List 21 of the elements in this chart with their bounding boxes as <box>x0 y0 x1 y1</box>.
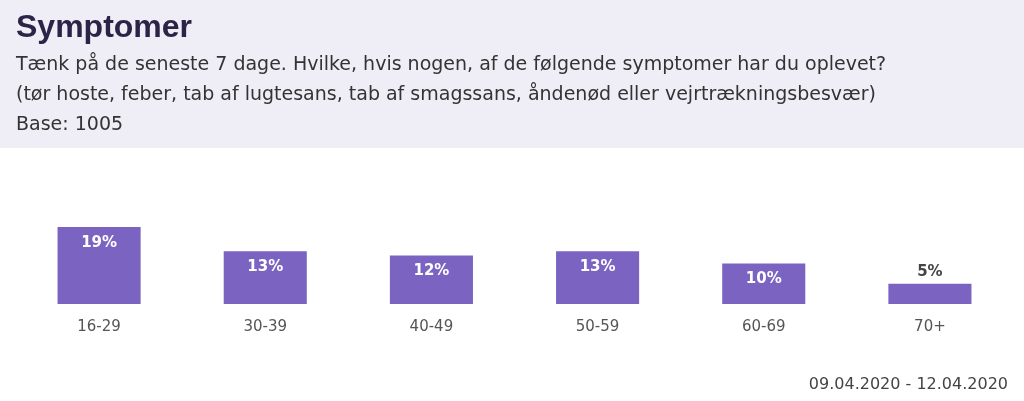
x-tick-label: 50-59 <box>575 316 620 335</box>
x-tick-label: 40-49 <box>409 316 454 335</box>
data-label: 13% <box>247 257 284 276</box>
bar <box>223 251 307 304</box>
bar <box>722 263 806 304</box>
bar <box>57 227 141 304</box>
bar <box>389 255 473 304</box>
x-tick-label: 16-29 <box>77 316 121 335</box>
data-label: 12% <box>413 261 450 280</box>
bar <box>888 283 972 304</box>
chart-title: Symptomer <box>16 7 194 46</box>
data-label: 19% <box>81 232 118 251</box>
data-label: 5% <box>917 261 943 280</box>
x-tick-label: 30-39 <box>243 316 288 335</box>
data-label: 13% <box>579 257 616 276</box>
x-tick-label: 70+ <box>914 316 946 335</box>
data-label: 10% <box>745 269 782 288</box>
x-tick-label: 60-69 <box>741 316 786 335</box>
chart-subtitle: Tænk på de seneste 7 dage. Hvilke, hvis nogen, af de følgende symptomer har du oplevet? (tør hoste, feber, tab af lugtesans, tab af smagssans, åndenød eller vejrtrækningsbesvær) Base: 1005 <box>16 51 888 136</box>
text: 09.04.2020 - 12.04.2020 <box>808 374 1008 393</box>
bar <box>556 251 640 304</box>
